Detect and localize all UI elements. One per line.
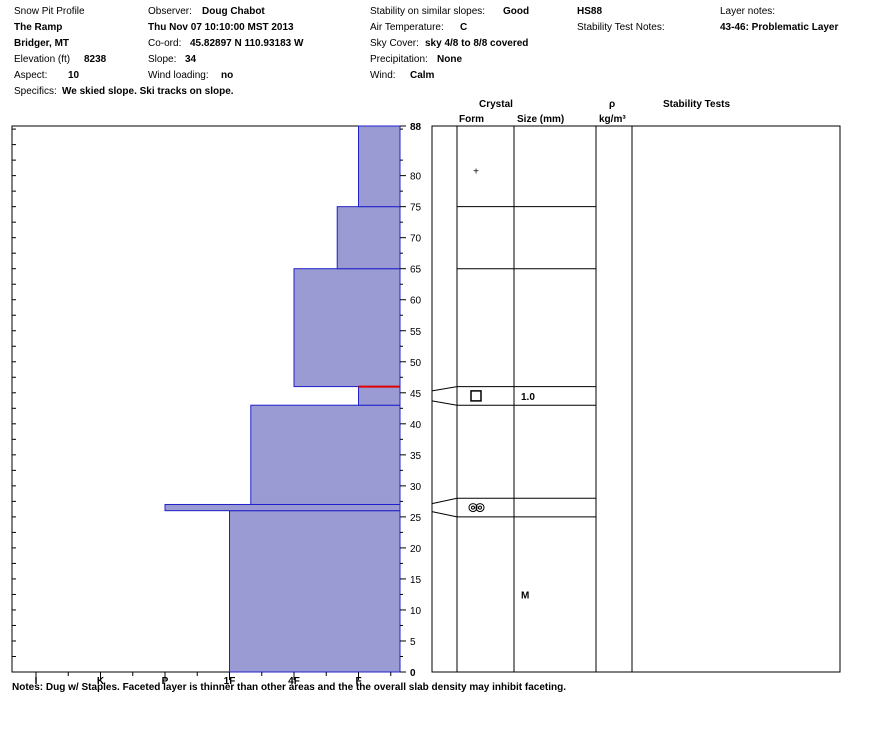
specifics-value: We skied slope. Ski tracks on slope. [62, 86, 234, 97]
depth-tick-label: 70 [410, 234, 422, 245]
crystal-header: Crystal [479, 99, 513, 110]
layer-boundary-line [431, 497, 596, 505]
stability-tests-header: Stability Tests [663, 99, 731, 110]
profile-title: Snow Pit Profile [14, 6, 85, 17]
location-name: The Ramp [14, 22, 63, 33]
crystal-form-plus-icon: + [473, 166, 479, 177]
snow-height: HS88 [577, 6, 603, 17]
hardness-tick-label: 4F [288, 676, 300, 687]
layer-notes-label: Layer notes: [720, 6, 776, 17]
crystal-size-label: 1.0 [521, 392, 535, 403]
density-unit: kg/m³ [599, 114, 626, 125]
region-name: Bridger, MT [14, 38, 70, 49]
depth-tick-label: 35 [410, 451, 422, 462]
hardness-tick-label: I [35, 676, 38, 687]
observer-label: Observer: [148, 6, 192, 17]
depth-tick-label: 50 [410, 358, 422, 369]
depth-tick-label: 80 [410, 172, 422, 183]
hardness-bar [293, 268, 401, 388]
notes: Notes: Dug w/ Staples. Faceted layer is … [12, 682, 567, 693]
depth-tick-label: 40 [410, 420, 422, 431]
depth-tick-label: 75 [410, 203, 422, 214]
wind-label: Wind: [370, 70, 396, 81]
crystal-table-frame [431, 125, 841, 673]
depth-tick-label: 65 [410, 265, 422, 276]
layer-boundary-line [431, 386, 596, 392]
hardness-bar [229, 510, 401, 673]
slope-value: 34 [185, 54, 197, 65]
crystal-size-label: M [521, 590, 529, 601]
slope-label: Slope: [148, 54, 177, 65]
aspect-value: 10 [68, 70, 80, 81]
depth-tick-label: 45 [410, 389, 422, 400]
depth-tick-label: 15 [410, 575, 422, 586]
observer-value: Doug Chabot [202, 6, 265, 17]
depth-tick-label: 30 [410, 482, 422, 493]
depth-tick-label: 5 [410, 637, 416, 648]
depth-tick-label: 10 [410, 606, 422, 617]
depth-tick-label: 55 [410, 327, 422, 338]
observation-datetime: Thu Nov 07 10:10:00 MST 2013 [148, 22, 294, 33]
stability-value: Good [503, 6, 530, 17]
layer-boundary-line [431, 400, 596, 406]
hardness-bar [336, 206, 401, 270]
depth-tick-label: 0 [410, 668, 416, 679]
air-temp-value: C [460, 22, 468, 33]
hardness-tick-label: K [97, 676, 105, 687]
density-header: ρ [609, 99, 616, 110]
sky-cover-label: Sky Cover: [370, 38, 419, 49]
hardness-bar [358, 125, 401, 208]
hardness-tick-label: P [162, 676, 169, 687]
hardness-bar [164, 503, 401, 512]
crystal-form-round-icon [475, 503, 485, 513]
layer-boundary-line [431, 511, 596, 518]
hardness-tick-label: F [355, 676, 361, 687]
depth-tick-label: 25 [410, 513, 422, 524]
specifics-label: Specifics: [14, 86, 57, 97]
layer-notes-value: 43-46: Problematic Layer [720, 22, 839, 33]
coord-label: Co-ord: [148, 38, 182, 49]
crystal-form-round-icon [471, 505, 475, 510]
air-temp-label: Air Temperature: [370, 22, 444, 33]
precip-value: None [437, 54, 462, 65]
crystal-form-round-icon [468, 503, 478, 513]
crystal-form-square-icon [470, 390, 482, 402]
hardness-tick-label: 1F [224, 676, 236, 687]
sky-cover-value: sky 4/8 to 8/8 covered [425, 38, 529, 49]
wind-loading-label: Wind loading: [148, 70, 209, 81]
crystal-form-round-icon [478, 505, 482, 510]
form-header: Form [459, 114, 484, 125]
wind-value: Calm [410, 70, 435, 81]
elevation-value: 8238 [84, 54, 107, 65]
elevation-label: Elevation (ft) [14, 54, 71, 65]
depth-tick-label: 60 [410, 296, 422, 307]
size-header: Size (mm) [517, 114, 565, 125]
aspect-label: Aspect: [14, 70, 48, 81]
depth-tick-label: 20 [410, 544, 422, 555]
depth-tick-label: 88 [410, 122, 422, 133]
precip-label: Precipitation: [370, 54, 428, 65]
hardness-bar [358, 386, 401, 406]
coord-value: 45.82897 N 110.93183 W [190, 38, 304, 49]
stability-label: Stability on similar slopes: [370, 6, 486, 17]
stability-test-notes-label: Stability Test Notes: [577, 22, 665, 33]
wind-loading-value: no [221, 70, 234, 81]
hardness-bar [250, 404, 401, 505]
